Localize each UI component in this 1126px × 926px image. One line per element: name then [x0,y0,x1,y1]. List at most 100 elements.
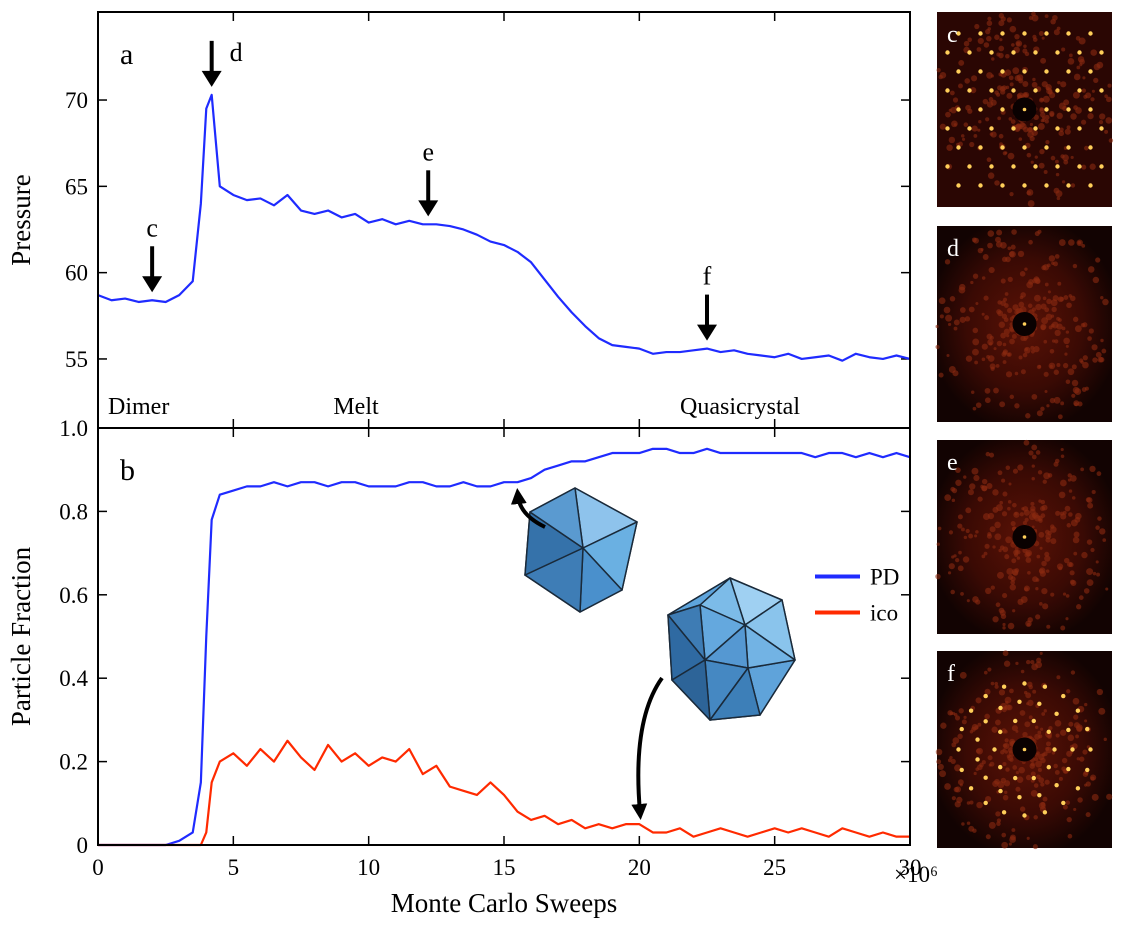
bragg-spot [998,729,1003,735]
speckle [1032,34,1037,39]
bragg-spot [1044,31,1049,36]
speckle [1054,719,1062,727]
speckle [1004,750,1008,754]
speckle [1056,675,1061,680]
speckle [1084,145,1089,151]
speckle [1082,749,1088,755]
bragg-spot [1033,88,1038,93]
speckle [973,134,978,138]
bragg-spot [983,693,988,699]
speckle [1005,256,1011,263]
speckle [1007,506,1011,511]
speckle [1108,138,1114,143]
speckle [1040,324,1046,331]
speckle [1004,790,1008,794]
speckle [1063,557,1070,564]
speckle [974,23,980,30]
speckle [1042,603,1049,610]
speckle [1019,710,1026,716]
speckle [1100,338,1104,343]
speckle [939,314,944,319]
speckle [988,821,996,829]
speckle [1065,379,1071,384]
y-tick-label: 0 [77,833,89,858]
speckle [1002,626,1006,630]
speckle [1040,57,1047,64]
speckle [935,573,941,580]
speckle [1069,53,1073,58]
speckle [1101,348,1107,354]
bragg-spot [1088,145,1093,150]
speckle [1044,307,1050,313]
speckle [1087,266,1095,273]
speckle [1068,512,1073,517]
y-tick-label: 0.6 [59,583,88,608]
bragg-spot [945,50,950,55]
speckle [1056,323,1063,330]
speckle [961,822,965,826]
speckle [951,498,956,503]
speckle [946,144,953,151]
speckle [1007,307,1013,314]
speckle [968,306,975,313]
speckle [1053,187,1060,194]
bragg-spot [1031,718,1036,724]
speckle [1049,348,1055,354]
bragg-spot [989,126,994,131]
speckle [1008,75,1014,81]
speckle [1078,37,1086,45]
bragg-spot [1055,50,1060,55]
speckle [1071,379,1079,387]
bragg-spot [1088,31,1093,36]
speckle [1067,833,1073,839]
speckle [1057,414,1063,420]
speckle [1046,741,1051,747]
speckle [1055,510,1061,516]
annotation-label: d [230,38,243,67]
speckle [1044,779,1050,785]
speckle [1047,734,1052,739]
speckle [1062,592,1067,596]
speckle [1070,183,1076,188]
speckle [1011,334,1017,339]
speckle [985,451,991,457]
speckle [1067,58,1075,65]
speckle [984,796,992,803]
bragg-spot [983,800,988,806]
speckle [1033,114,1039,121]
speckle [1043,709,1047,713]
bragg-spot [998,788,1003,794]
speckle [981,312,985,316]
speckle [1067,473,1072,478]
speckle [987,755,993,761]
speckle [1003,780,1011,787]
speckle [949,755,953,760]
speckle [1091,344,1098,351]
speckle [1047,290,1051,294]
speckle [1051,751,1056,755]
speckle [1063,337,1070,345]
speckle [1037,123,1045,130]
speckle [1060,729,1067,736]
speckle [1076,757,1080,761]
speckle [1063,295,1069,300]
speckle [983,670,988,675]
speckle [1009,192,1014,197]
speckle [1002,761,1007,767]
bragg-spot [959,726,964,732]
speckle [1070,475,1077,482]
speckle [945,111,951,118]
speckle [1022,126,1029,133]
speckle [1099,528,1106,535]
panel-label: a [120,38,133,71]
speckle [994,681,999,686]
speckle [1031,14,1039,22]
speckle [1053,369,1060,375]
speckle [1060,447,1064,452]
bragg-spot [968,786,974,791]
pointer-arrow [631,676,664,820]
speckle [981,554,986,559]
speckle [1017,250,1025,258]
speckle [961,527,965,532]
